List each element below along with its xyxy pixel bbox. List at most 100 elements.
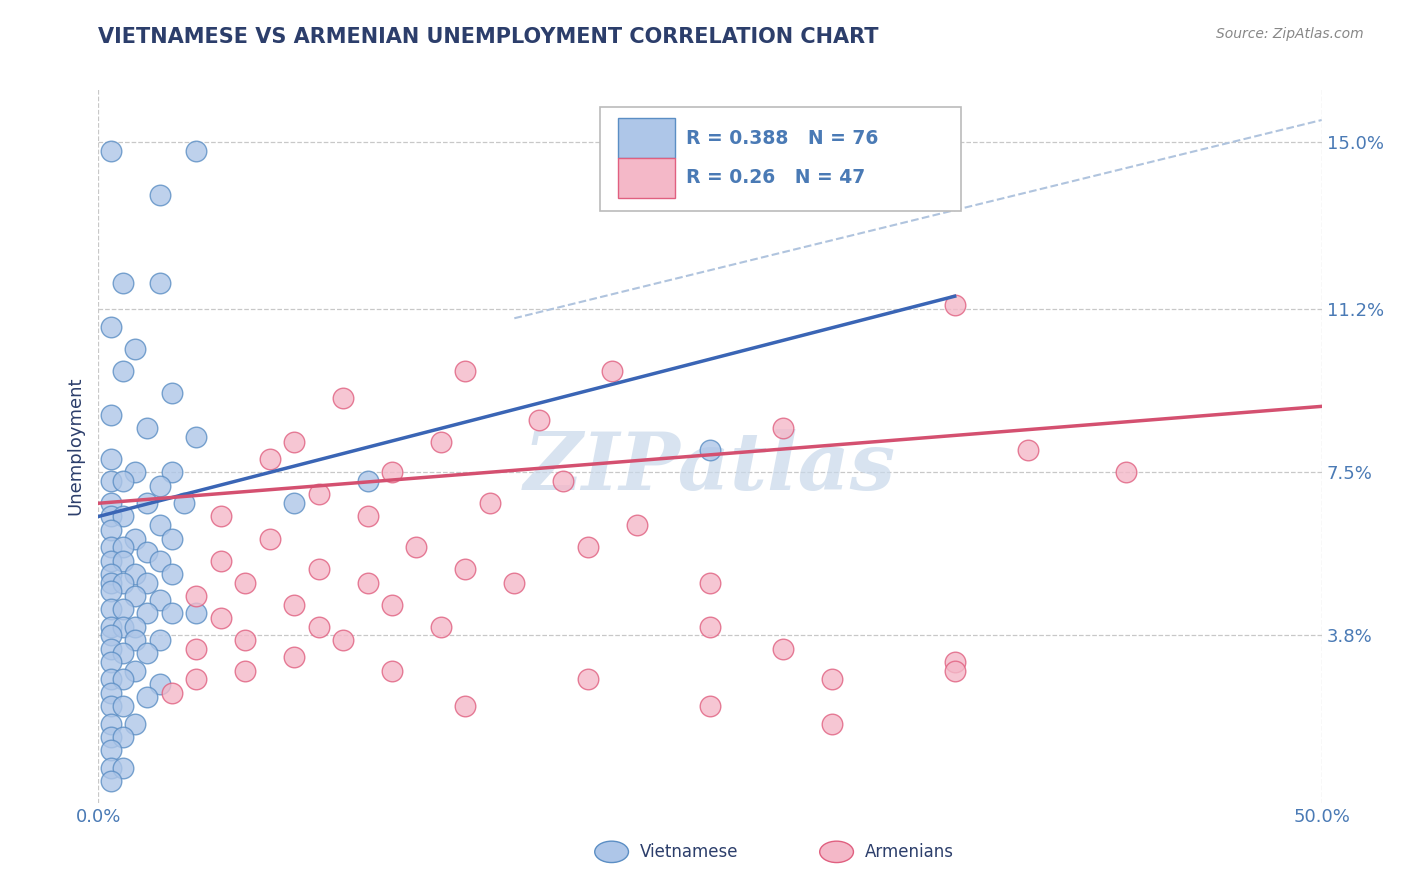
Point (943, 298, 966, 312)
Point (111, 730, 134, 744)
Point (124, 619, 146, 633)
Point (149, 677, 172, 691)
Point (100, 452, 122, 467)
Point (111, 698, 134, 713)
Point (821, 716, 844, 731)
Point (149, 553, 172, 567)
Point (160, 686, 183, 700)
Point (381, 664, 404, 678)
Point (136, 496, 159, 510)
Point (136, 690, 159, 704)
FancyBboxPatch shape (619, 158, 675, 198)
Text: R = 0.388   N = 76: R = 0.388 N = 76 (686, 129, 877, 148)
Y-axis label: Unemployment: Unemployment (66, 376, 84, 516)
Point (124, 342, 146, 356)
Point (943, 664, 966, 678)
Point (149, 632, 172, 647)
Point (430, 619, 453, 633)
FancyBboxPatch shape (619, 119, 675, 159)
Point (111, 541, 134, 555)
Point (100, 144, 122, 158)
Point (259, 532, 281, 546)
Point (160, 566, 183, 581)
Point (124, 589, 146, 603)
Point (100, 760, 122, 774)
Point (100, 475, 122, 489)
Point (160, 532, 183, 546)
Point (821, 673, 844, 687)
Point (160, 466, 183, 480)
Point (430, 434, 453, 449)
Point (100, 584, 122, 599)
Point (100, 716, 122, 731)
Point (100, 553, 122, 567)
Point (111, 673, 134, 687)
Point (100, 698, 122, 713)
Point (100, 773, 122, 788)
Point (136, 646, 159, 660)
Point (308, 487, 330, 501)
Point (186, 589, 208, 603)
Text: ZIPatlas: ZIPatlas (524, 429, 896, 506)
Point (283, 496, 305, 510)
Point (503, 575, 526, 590)
Point (626, 518, 648, 533)
Point (308, 619, 330, 633)
Point (100, 509, 122, 524)
Point (233, 575, 256, 590)
Text: Armenians: Armenians (865, 843, 953, 861)
Point (160, 607, 183, 621)
Point (111, 602, 134, 616)
Point (332, 632, 354, 647)
Point (149, 276, 172, 290)
Point (100, 743, 122, 757)
Point (600, 364, 623, 378)
Point (186, 144, 208, 158)
Point (699, 619, 721, 633)
Point (100, 673, 122, 687)
Text: R = 0.26   N = 47: R = 0.26 N = 47 (686, 169, 865, 187)
Point (111, 475, 134, 489)
Point (553, 475, 575, 489)
Point (454, 562, 477, 576)
Point (283, 650, 305, 665)
Point (124, 664, 146, 678)
Point (283, 434, 305, 449)
Point (186, 673, 208, 687)
Point (699, 698, 721, 713)
Point (111, 619, 134, 633)
Point (111, 364, 134, 378)
Point (136, 421, 159, 435)
Text: Source: ZipAtlas.com: Source: ZipAtlas.com (1216, 27, 1364, 41)
Point (111, 646, 134, 660)
Point (454, 364, 477, 378)
Point (149, 593, 172, 607)
Point (100, 628, 122, 642)
Point (136, 575, 159, 590)
Point (111, 509, 134, 524)
Point (356, 575, 378, 590)
Point (1115, 466, 1137, 480)
Point (259, 452, 281, 467)
Point (149, 478, 172, 492)
Point (209, 553, 232, 567)
Point (124, 716, 146, 731)
Point (124, 532, 146, 546)
Point (209, 509, 232, 524)
Point (173, 496, 195, 510)
Point (356, 475, 378, 489)
Point (111, 760, 134, 774)
Point (186, 430, 208, 444)
Point (100, 730, 122, 744)
Point (100, 541, 122, 555)
Point (283, 598, 305, 612)
Point (100, 655, 122, 669)
Point (943, 655, 966, 669)
Point (100, 566, 122, 581)
Point (149, 518, 172, 533)
Point (149, 188, 172, 202)
Point (576, 541, 599, 555)
Point (111, 575, 134, 590)
Point (308, 562, 330, 576)
Point (405, 541, 427, 555)
